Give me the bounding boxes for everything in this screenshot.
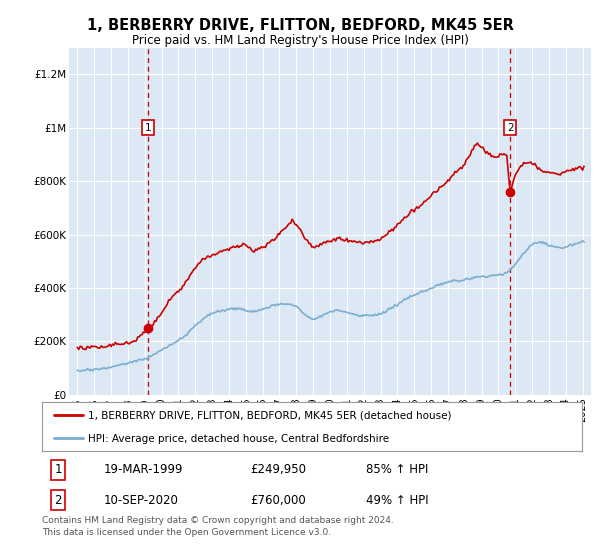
Text: 10-SEP-2020: 10-SEP-2020 xyxy=(104,493,179,507)
Text: 85% ↑ HPI: 85% ↑ HPI xyxy=(366,463,428,477)
Text: 19-MAR-1999: 19-MAR-1999 xyxy=(104,463,184,477)
Text: 1, BERBERRY DRIVE, FLITTON, BEDFORD, MK45 5ER (detached house): 1, BERBERRY DRIVE, FLITTON, BEDFORD, MK4… xyxy=(88,410,451,421)
Text: Contains HM Land Registry data © Crown copyright and database right 2024.
This d: Contains HM Land Registry data © Crown c… xyxy=(42,516,394,537)
Text: 1, BERBERRY DRIVE, FLITTON, BEDFORD, MK45 5ER: 1, BERBERRY DRIVE, FLITTON, BEDFORD, MK4… xyxy=(86,18,514,33)
Text: HPI: Average price, detached house, Central Bedfordshire: HPI: Average price, detached house, Cent… xyxy=(88,434,389,444)
Text: 1: 1 xyxy=(145,123,152,133)
Text: £760,000: £760,000 xyxy=(250,493,305,507)
Text: 2: 2 xyxy=(507,123,514,133)
Text: £249,950: £249,950 xyxy=(250,463,306,477)
Text: 2: 2 xyxy=(55,493,62,507)
Text: 1: 1 xyxy=(55,463,62,477)
Text: Price paid vs. HM Land Registry's House Price Index (HPI): Price paid vs. HM Land Registry's House … xyxy=(131,34,469,46)
Text: 49% ↑ HPI: 49% ↑ HPI xyxy=(366,493,428,507)
